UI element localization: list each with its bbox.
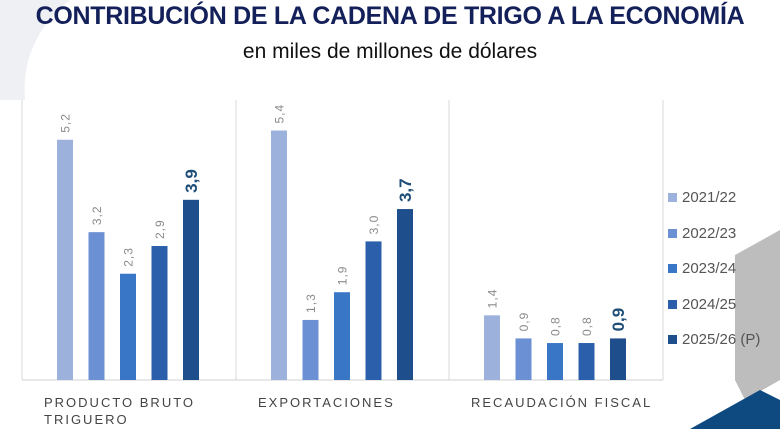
data-label: 3,2 xyxy=(90,205,104,225)
legend-swatch xyxy=(668,335,677,345)
bar xyxy=(334,292,350,380)
data-label: 0,9 xyxy=(609,308,628,332)
data-label: 0,8 xyxy=(549,316,563,336)
data-label: 2,3 xyxy=(122,247,136,267)
legend-label: 2025/26 (P) xyxy=(682,331,761,349)
legend-item: 2022/23 xyxy=(668,216,760,252)
legend-swatch xyxy=(668,228,677,238)
legend: 2021/22 2022/23 2023/24 2024/25 2025/26 (P) xyxy=(668,180,760,358)
data-label: 0,9 xyxy=(517,312,531,332)
legend-swatch xyxy=(668,299,677,309)
data-label: 2,9 xyxy=(153,219,167,239)
legend-label: 2022/23 xyxy=(682,224,737,242)
data-label: 3,7 xyxy=(396,178,415,202)
bar xyxy=(610,338,626,380)
bar xyxy=(397,209,413,380)
bar xyxy=(484,315,500,380)
legend-item: 2025/26 (P) xyxy=(668,322,760,358)
bar xyxy=(515,338,532,380)
data-label: 5,2 xyxy=(59,113,73,133)
category-label: RECAUDACIÓN FISCAL xyxy=(471,395,652,410)
legend-swatch xyxy=(668,264,677,274)
chart-title: CONTRIBUCIÓN DE LA CADENA DE TRIGO A LA … xyxy=(35,2,745,30)
bar xyxy=(57,139,73,380)
legend-label: 2024/25 xyxy=(682,295,737,313)
legend-label: 2023/24 xyxy=(682,260,737,278)
category-label: PRODUCTO BRUTO xyxy=(44,395,195,410)
data-label: 3,0 xyxy=(367,215,381,235)
bar xyxy=(365,241,382,380)
data-label: 1,9 xyxy=(336,266,350,286)
legend-item: 2023/24 xyxy=(668,251,760,287)
legend-item: 2021/22 xyxy=(668,180,760,216)
data-label: 1,4 xyxy=(486,289,500,309)
legend-item: 2024/25 xyxy=(668,287,760,323)
category-label: EXPORTACIONES xyxy=(258,395,395,410)
bar xyxy=(271,130,287,380)
chart-subtitle: en miles de millones de dólares xyxy=(242,40,538,63)
data-label: 1,3 xyxy=(304,293,318,313)
data-label: 5,4 xyxy=(273,104,287,124)
legend-label: 2021/22 xyxy=(682,189,737,207)
bar xyxy=(578,343,595,380)
bar xyxy=(302,319,319,380)
bar xyxy=(120,273,136,380)
bar xyxy=(547,343,563,380)
bar xyxy=(151,246,168,380)
data-label: 3,9 xyxy=(182,169,201,193)
legend-swatch xyxy=(668,193,677,203)
category-label: TRIGUERO xyxy=(44,412,129,427)
data-label: 0,8 xyxy=(580,316,594,336)
bar xyxy=(88,232,105,380)
bar xyxy=(183,199,199,380)
